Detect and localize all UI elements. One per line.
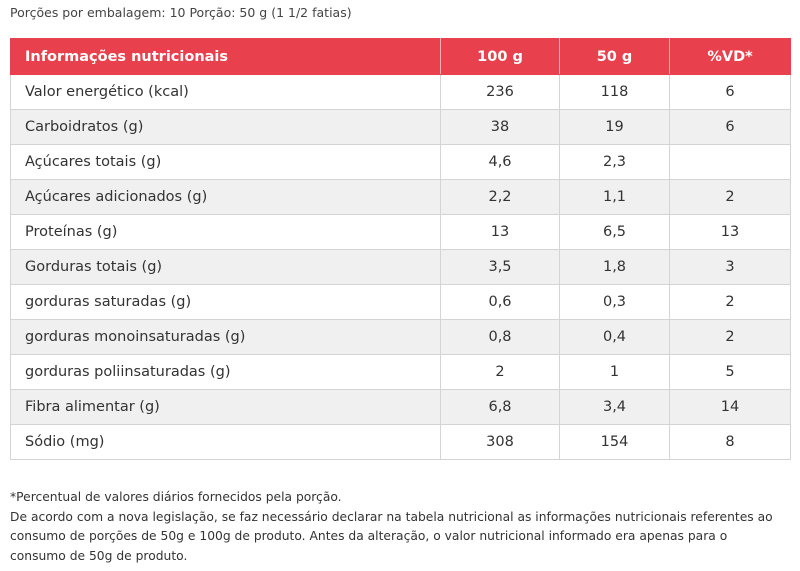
header-50g: 50 g bbox=[559, 38, 670, 75]
value-daily-percent: 2 bbox=[669, 284, 791, 320]
table-row: Açúcares adicionados (g) 2,2 1,1 2 bbox=[10, 179, 791, 215]
nutrient-name: Valor energético (kcal) bbox=[10, 74, 441, 110]
nutrient-name: Proteínas (g) bbox=[10, 214, 441, 250]
value-50g: 0,4 bbox=[559, 319, 670, 355]
value-50g: 118 bbox=[559, 74, 670, 110]
value-100g: 4,6 bbox=[440, 144, 560, 180]
table-row: gorduras monoinsaturadas (g) 0,8 0,4 2 bbox=[10, 319, 791, 355]
table-row: Proteínas (g) 13 6,5 13 bbox=[10, 214, 791, 250]
value-100g: 38 bbox=[440, 109, 560, 145]
footnote-daily-value-note: *Percentual de valores diários fornecido… bbox=[10, 490, 342, 504]
nutrient-name: Sódio (mg) bbox=[10, 424, 441, 460]
value-50g: 154 bbox=[559, 424, 670, 460]
footnote: *Percentual de valores diários fornecido… bbox=[10, 488, 780, 566]
table-header-row: Informações nutricionais 100 g 50 g %VD* bbox=[10, 38, 791, 75]
value-daily-percent: 6 bbox=[669, 74, 791, 110]
value-50g: 1 bbox=[559, 354, 670, 390]
value-daily-percent: 5 bbox=[669, 354, 791, 390]
value-50g: 1,1 bbox=[559, 179, 670, 215]
value-100g: 2,2 bbox=[440, 179, 560, 215]
value-50g: 3,4 bbox=[559, 389, 670, 425]
value-daily-percent: 8 bbox=[669, 424, 791, 460]
value-50g: 0,3 bbox=[559, 284, 670, 320]
nutrient-name: Fibra alimentar (g) bbox=[10, 389, 441, 425]
table-row: Gorduras totais (g) 3,5 1,8 3 bbox=[10, 249, 791, 285]
table-row: Açúcares totais (g) 4,6 2,3 bbox=[10, 144, 791, 180]
value-daily-percent: 13 bbox=[669, 214, 791, 250]
value-50g: 1,8 bbox=[559, 249, 670, 285]
value-50g: 6,5 bbox=[559, 214, 670, 250]
table-row: Valor energético (kcal) 236 118 6 bbox=[10, 74, 791, 110]
value-daily-percent: 6 bbox=[669, 109, 791, 145]
header-daily-value: %VD* bbox=[669, 38, 791, 75]
nutrient-name: gorduras saturadas (g) bbox=[10, 284, 441, 320]
value-100g: 308 bbox=[440, 424, 560, 460]
table-row: Fibra alimentar (g) 6,8 3,4 14 bbox=[10, 389, 791, 425]
table-row: gorduras poliinsaturadas (g) 2 1 5 bbox=[10, 354, 791, 390]
table-row: Sódio (mg) 308 154 8 bbox=[10, 424, 791, 460]
value-daily-percent bbox=[669, 144, 791, 180]
value-100g: 0,8 bbox=[440, 319, 560, 355]
value-100g: 6,8 bbox=[440, 389, 560, 425]
table-row: gorduras saturadas (g) 0,6 0,3 2 bbox=[10, 284, 791, 320]
header-nutrition-info: Informações nutricionais bbox=[10, 38, 441, 75]
value-100g: 236 bbox=[440, 74, 560, 110]
nutrient-name: Açúcares totais (g) bbox=[10, 144, 441, 180]
footnote-legislation-note: De acordo com a nova legislação, se faz … bbox=[10, 509, 773, 563]
value-50g: 2,3 bbox=[559, 144, 670, 180]
nutrient-name: Carboidratos (g) bbox=[10, 109, 441, 145]
portions-info: Porções por embalagem: 10 Porção: 50 g (… bbox=[10, 5, 352, 20]
nutrition-table: Informações nutricionais 100 g 50 g %VD*… bbox=[10, 38, 791, 460]
nutrient-name: Gorduras totais (g) bbox=[10, 249, 441, 285]
value-50g: 19 bbox=[559, 109, 670, 145]
value-100g: 3,5 bbox=[440, 249, 560, 285]
table-row: Carboidratos (g) 38 19 6 bbox=[10, 109, 791, 145]
nutrient-name: gorduras poliinsaturadas (g) bbox=[10, 354, 441, 390]
value-daily-percent: 14 bbox=[669, 389, 791, 425]
nutrient-name: gorduras monoinsaturadas (g) bbox=[10, 319, 441, 355]
value-100g: 0,6 bbox=[440, 284, 560, 320]
value-daily-percent: 2 bbox=[669, 179, 791, 215]
header-100g: 100 g bbox=[440, 38, 560, 75]
nutrient-name: Açúcares adicionados (g) bbox=[10, 179, 441, 215]
value-daily-percent: 3 bbox=[669, 249, 791, 285]
value-100g: 2 bbox=[440, 354, 560, 390]
value-100g: 13 bbox=[440, 214, 560, 250]
value-daily-percent: 2 bbox=[669, 319, 791, 355]
